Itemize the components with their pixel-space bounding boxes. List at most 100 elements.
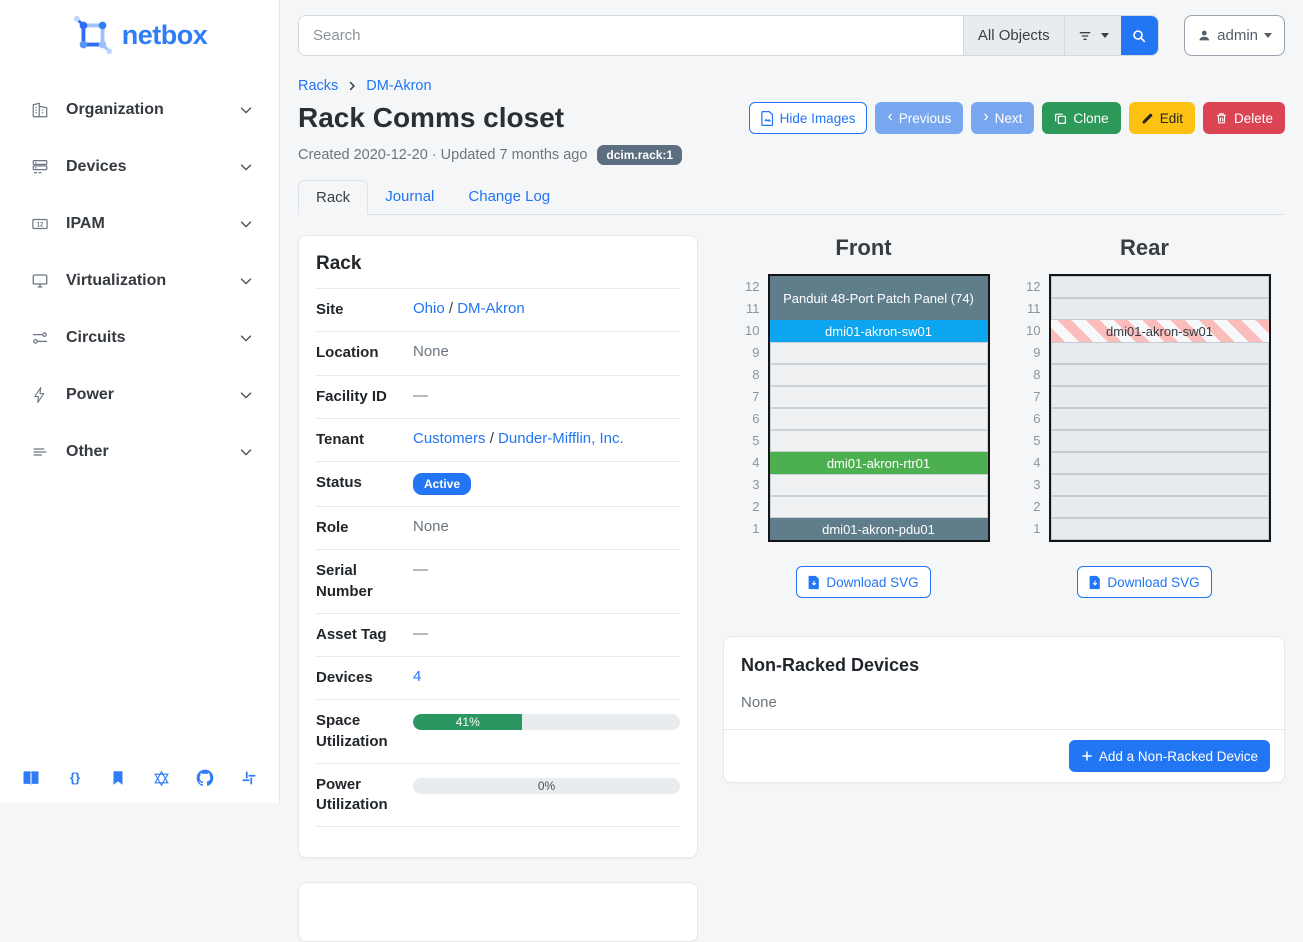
breadcrumb-link-site[interactable]: DM-Akron xyxy=(366,78,432,94)
docs-book-icon[interactable] xyxy=(20,767,42,789)
add-non-racked-device-button[interactable]: Add a Non-Racked Device xyxy=(1068,740,1270,772)
file-download-icon xyxy=(808,575,820,589)
non-racked-devices-body: None xyxy=(741,694,777,711)
download-svg-rear-button[interactable]: Download SVG xyxy=(1077,566,1212,598)
monitor-icon xyxy=(30,271,50,291)
sidebar-item-devices[interactable]: Devices xyxy=(0,147,279,187)
bookmark-icon[interactable] xyxy=(107,767,129,789)
delete-button[interactable]: Delete xyxy=(1202,102,1285,134)
unit-number-label: 5 xyxy=(752,433,760,448)
rack-unit-device[interactable]: dmi01-akron-rtr01 xyxy=(769,452,988,474)
rack-unit-empty[interactable] xyxy=(769,386,988,408)
chevron-down-icon xyxy=(237,386,255,404)
site-region-link[interactable]: Ohio xyxy=(413,300,445,317)
rack-unit-device[interactable]: dmi01-akron-sw01 xyxy=(769,320,988,342)
tab-journal[interactable]: Journal xyxy=(385,188,435,205)
pencil-icon xyxy=(1142,113,1153,123)
rack-unit-empty[interactable] xyxy=(1050,496,1269,518)
search-filter-dropdown[interactable] xyxy=(1063,16,1121,55)
graphql-icon[interactable] xyxy=(151,767,173,789)
sidebar-item-ipam[interactable]: 12 IPAM xyxy=(0,204,279,244)
tenant-link[interactable]: Dunder-Mifflin, Inc. xyxy=(498,429,624,447)
rear-elevation-section: Rear 12 11 10 9 8 7 6 5 4 3 2 1 dmi01-akron-sw01 Do… xyxy=(1004,235,1285,598)
chevron-right-icon: › xyxy=(983,108,989,125)
building-icon xyxy=(30,100,50,120)
sidebar-item-virtualization[interactable]: Virtualization xyxy=(0,261,279,301)
front-elevation-title: Front xyxy=(835,235,892,260)
sidebar-item-circuits[interactable]: Circuits xyxy=(0,318,279,358)
object-type-label: All Objects xyxy=(977,27,1050,44)
rack-unit-device[interactable]: dmi01-akron-sw01 xyxy=(1050,320,1269,342)
image-file-icon xyxy=(760,110,773,126)
tab-rack[interactable]: Rack xyxy=(298,180,369,215)
front-elevation-section: Front 12 11 10 9 8 7 6 5 4 3 2 1 Panduit 48-Port Pa… xyxy=(723,235,1004,598)
sidebar-footer-links: {} xyxy=(0,767,280,789)
sidebar-item-label: Devices xyxy=(66,158,127,175)
sidebar-item-organization[interactable]: Organization xyxy=(0,90,279,130)
rack-unit-empty[interactable] xyxy=(1050,518,1269,540)
previous-button[interactable]: ‹ Previous xyxy=(875,102,964,134)
object-type-selector[interactable]: All Objects xyxy=(962,16,1064,55)
chevron-down-icon xyxy=(237,443,255,461)
object-meta: Created 2020-12-20 · Updated 7 months ag… xyxy=(298,145,1285,165)
github-icon[interactable] xyxy=(194,767,216,789)
rack-unit-empty[interactable] xyxy=(1050,276,1269,298)
rack-unit-device[interactable]: dmi01-akron-pdu01 xyxy=(769,518,988,540)
unit-number-label: 4 xyxy=(752,455,760,470)
unit-number-label: 10 xyxy=(1026,323,1041,338)
slack-icon[interactable] xyxy=(238,767,260,789)
rack-unit-empty[interactable] xyxy=(769,342,988,364)
search-submit-button[interactable] xyxy=(1120,16,1158,55)
location-value: None xyxy=(413,343,449,361)
download-svg-front-button[interactable]: Download SVG xyxy=(796,566,931,598)
rack-unit-device[interactable]: Panduit 48-Port Patch Panel (74) xyxy=(769,276,988,320)
chevron-down-icon xyxy=(237,329,255,347)
unit-number-label: 1 xyxy=(1033,521,1041,536)
next-button[interactable]: › Next xyxy=(971,102,1035,134)
clone-button[interactable]: Clone xyxy=(1042,102,1121,134)
breadcrumb-link-racks[interactable]: Racks xyxy=(298,78,339,94)
tenant-group-link[interactable]: Customers xyxy=(413,429,486,447)
unit-number-label: 8 xyxy=(752,367,760,382)
rack-unit-empty[interactable] xyxy=(769,430,988,452)
content-area: Rack Site Ohio / DM-Akron Location None xyxy=(298,235,1285,942)
caret-down-icon xyxy=(1264,33,1272,38)
rack-unit-empty[interactable] xyxy=(1050,408,1269,430)
rack-unit-empty[interactable] xyxy=(1050,474,1269,496)
rack-unit-empty[interactable] xyxy=(1050,452,1269,474)
rack-unit-empty[interactable] xyxy=(769,408,988,430)
progress-fill: 41% xyxy=(413,714,523,731)
chevron-down-icon xyxy=(237,101,255,119)
netbox-logo[interactable]: netbox xyxy=(0,0,279,62)
hide-images-button[interactable]: Hide Images xyxy=(748,102,868,134)
unit-number-label: 1 xyxy=(752,521,760,536)
non-racked-devices-card: Non-Racked Devices None Add a Non-Racked… xyxy=(723,636,1285,783)
unit-number-label: 12 xyxy=(745,279,760,294)
facility-id-value: — xyxy=(413,386,428,404)
device-count-link[interactable]: 4 xyxy=(413,668,422,685)
site-link[interactable]: DM-Akron xyxy=(457,300,525,317)
rack-unit-empty[interactable] xyxy=(1050,342,1269,364)
sidebar-item-power[interactable]: Power xyxy=(0,375,279,415)
api-braces-icon[interactable]: {} xyxy=(64,767,86,789)
netbox-logo-icon xyxy=(73,15,112,55)
page-title: Rack Comms closet xyxy=(298,102,565,133)
search-input[interactable] xyxy=(299,16,963,55)
rack-unit-empty[interactable] xyxy=(1050,430,1269,452)
edit-button[interactable]: Edit xyxy=(1128,102,1195,134)
rack-unit-empty[interactable] xyxy=(769,474,988,496)
rack-unit-empty[interactable] xyxy=(1050,364,1269,386)
rack-unit-empty[interactable] xyxy=(1050,298,1269,320)
chevron-left-icon: ‹ xyxy=(887,108,893,125)
tab-change-log[interactable]: Change Log xyxy=(468,188,551,205)
unit-number-label: 3 xyxy=(752,477,760,492)
user-menu-button[interactable]: admin xyxy=(1183,15,1285,56)
sidebar-item-label: IPAM xyxy=(66,215,105,232)
sidebar-item-other[interactable]: Other xyxy=(0,432,279,472)
rack-unit-empty[interactable] xyxy=(1050,386,1269,408)
rack-unit-empty[interactable] xyxy=(769,364,988,386)
elevations-column: Front 12 11 10 9 8 7 6 5 4 3 2 1 Panduit 48-Port Pa… xyxy=(723,235,1285,942)
rack-unit-empty[interactable] xyxy=(769,496,988,518)
unit-number-label: 9 xyxy=(752,345,760,360)
created-updated-text: Created 2020-12-20 · Updated 7 months ag… xyxy=(298,147,588,163)
